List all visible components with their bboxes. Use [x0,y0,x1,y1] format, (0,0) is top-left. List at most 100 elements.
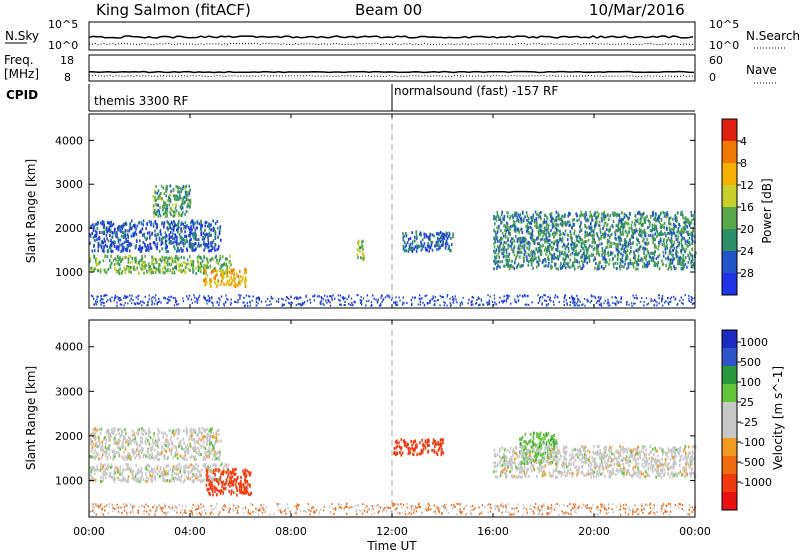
ground-scatter-cell [551,504,552,506]
ground-scatter-cell [182,297,183,299]
echo-cell [608,263,610,266]
echo-cell [184,235,186,238]
echo-cell [408,248,410,251]
echo-cell [172,270,174,273]
ground-scatter-cell [508,503,509,505]
echo-cell [134,232,136,235]
echo-cell [500,216,502,219]
echo-cell [195,267,197,270]
echo-cell [114,245,116,248]
echo-cell [127,267,129,270]
ground-scatter-cell [361,303,362,305]
echo-cell [573,264,575,267]
echo-cell [556,241,558,244]
ground-scatter-cell [98,505,99,507]
ground-scatter-cell [553,301,554,303]
echo-cell [162,256,164,259]
echo-cell [570,258,572,261]
echo-cell [512,238,514,241]
echo-cell [410,243,412,246]
ground-scatter-cell [155,294,156,296]
echo-cell [221,463,223,466]
ground-scatter-cell [539,509,540,511]
echo-cell [551,216,553,219]
ground-scatter-cell [482,303,483,305]
echo-cell [551,260,553,263]
echo-cell [545,246,547,249]
ground-scatter-cell [487,304,488,306]
echo-cell [138,472,140,475]
ground-scatter-cell [303,510,304,512]
ground-scatter-cell [646,297,647,299]
echo-cell [223,272,225,275]
ground-scatter-cell [448,512,449,514]
echo-cell [507,215,509,218]
ground-scatter-cell [147,304,148,306]
echo-cell [161,243,163,246]
echo-cell [686,266,688,269]
ground-scatter-cell [492,301,493,303]
echo-cell [120,465,122,468]
ground-scatter-cell [348,303,349,305]
ground-scatter-cell [209,297,210,299]
ground-scatter-cell [233,505,234,507]
ground-scatter-cell [468,302,469,304]
ground-scatter-cell [372,295,373,297]
echo-cell [205,270,207,273]
ground-scatter-cell [422,302,423,304]
echo-cell [222,277,224,280]
echo-cell [563,221,565,224]
ground-scatter-cell [546,300,547,302]
ground-scatter-cell [104,506,105,508]
ground-scatter-cell [460,508,461,510]
ground-scatter-cell [415,508,416,510]
ground-scatter-cell [446,504,447,506]
echo-cell [90,477,92,480]
echo-cell [558,229,560,232]
ground-scatter-cell [131,295,132,297]
echo-cell [538,231,540,234]
echo-cell [426,235,428,238]
echo-cell [201,229,203,232]
ground-scatter-cell [371,301,372,303]
echo-cell [139,247,141,250]
ground-scatter-cell [92,506,93,508]
ground-scatter-cell [402,301,403,303]
ground-scatter-cell [194,301,195,303]
echo-cell [513,247,515,250]
ground-scatter-cell [518,299,519,301]
echo-cell [163,206,165,209]
echo-cell [436,244,438,247]
echo-cell [208,242,210,245]
echo-cell [556,223,558,226]
echo-cell [132,261,134,264]
echo-cell [215,464,217,467]
ground-scatter-cell [327,296,328,298]
echo-cell [102,220,104,223]
ground-scatter-cell [309,513,310,515]
echo-cell [526,230,528,233]
echo-cell [116,271,118,274]
echo-cell [633,251,635,254]
ground-scatter-cell [104,510,105,512]
echo-cell [532,254,534,257]
ground-scatter-cell [689,504,690,506]
ground-scatter-cell [97,301,98,303]
ground-scatter-cell [354,505,355,507]
echo-cell [500,248,502,251]
echo-cell [632,232,634,235]
ground-scatter-cell [121,512,122,514]
ground-scatter-cell [174,297,175,299]
echo-cell [429,239,431,242]
ground-scatter-cell [411,509,412,511]
echo-cell [559,233,561,236]
ground-scatter-cell [568,513,569,515]
echo-cell [674,241,676,244]
echo-cell [669,252,671,255]
ground-scatter-cell [371,513,372,515]
echo-cell [98,242,100,245]
ground-scatter-cell [148,513,149,515]
ground-scatter-cell [121,304,122,306]
ground-scatter-cell [636,297,637,299]
ground-scatter-cell [651,298,652,300]
